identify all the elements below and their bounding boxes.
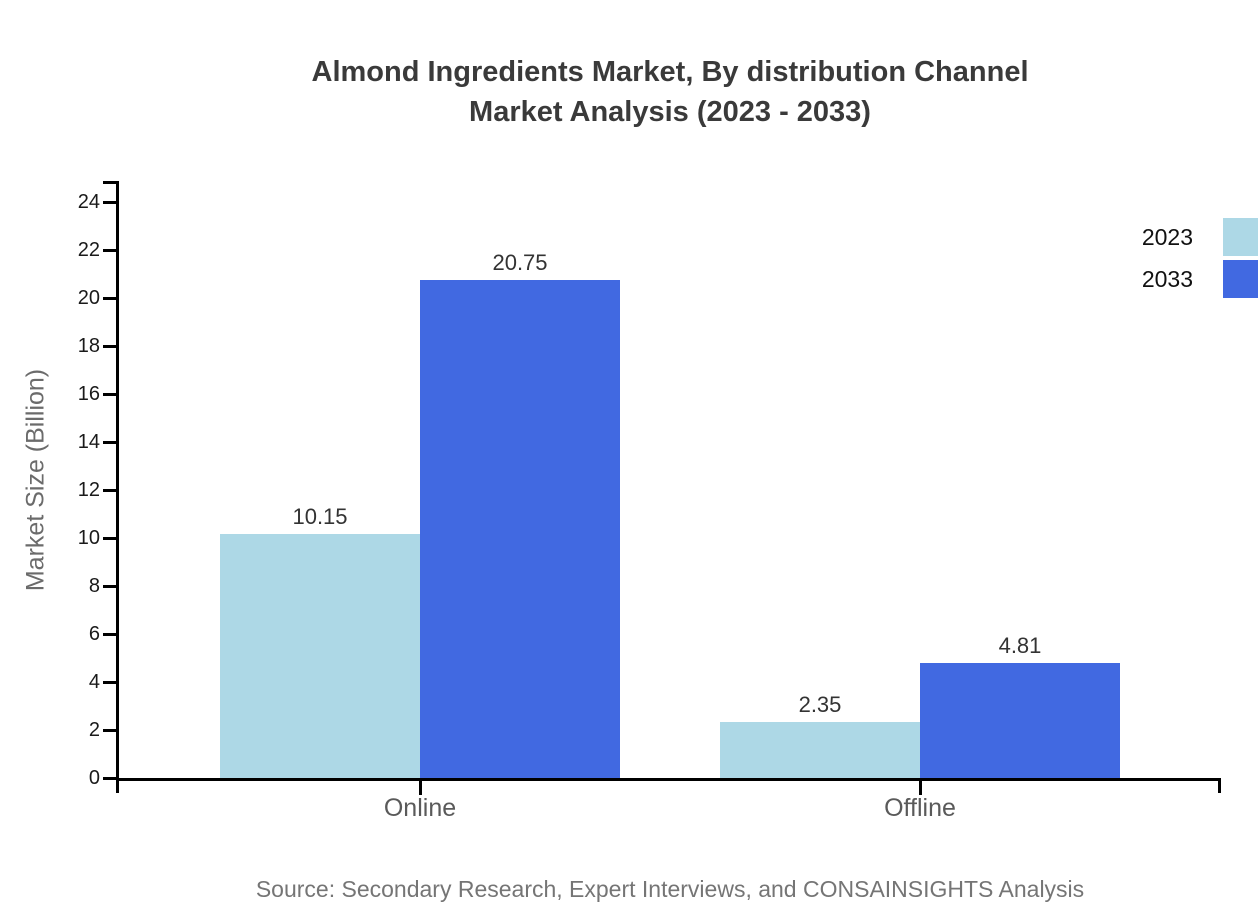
y-tick-label: 2 <box>88 719 100 741</box>
bar-value-label-online-2023: 10.15 <box>292 504 348 530</box>
y-tick <box>103 680 116 684</box>
y-tick <box>103 632 116 636</box>
legend-item-2023: 2023 <box>1138 218 1258 256</box>
legend-item-2033: 2033 <box>1138 260 1258 298</box>
x-axis-end-cap <box>1218 778 1221 793</box>
bar-offline-2033 <box>920 662 1120 778</box>
y-tick-label: 10 <box>77 527 100 549</box>
x-category-label-offline: Offline <box>884 794 956 822</box>
y-tick-label: 12 <box>77 479 100 501</box>
bar-offline-2023 <box>720 721 920 778</box>
x-tick-offline <box>918 781 922 795</box>
source-note: Source: Secondary Research, Expert Inter… <box>255 876 1085 902</box>
y-tick <box>103 248 116 252</box>
y-tick <box>103 344 116 348</box>
y-tick <box>103 728 116 732</box>
y-tick <box>103 200 116 204</box>
y-tick-label: 18 <box>77 335 100 357</box>
legend-label-2033: 2033 <box>1141 265 1193 292</box>
y-tick <box>103 488 116 492</box>
y-tick-label: 22 <box>77 239 100 261</box>
y-tick-label: 6 <box>88 623 100 645</box>
y-tick <box>103 536 116 540</box>
x-tick-online <box>418 781 422 795</box>
x-axis-line <box>116 778 1221 781</box>
y-tick-label: 20 <box>77 287 100 309</box>
y-tick-label: 14 <box>77 431 100 453</box>
y-tick-label: 16 <box>77 383 100 405</box>
y-tick <box>103 392 116 396</box>
legend-swatch-2023 <box>1223 218 1258 256</box>
y-tick <box>103 584 116 588</box>
y-axis-line <box>116 181 119 793</box>
legend: 2023 2033 <box>1138 218 1258 302</box>
x-category-label-online: Online <box>383 794 457 822</box>
chart-title-line1: Almond Ingredients Market, By distributi… <box>311 56 1029 88</box>
bar-value-label-offline-2023: 2.35 <box>798 691 842 717</box>
y-tick-label: 8 <box>88 575 100 597</box>
chart-title-line2: Market Analysis (2023 - 2033) <box>469 96 871 128</box>
chart-title: Almond Ingredients Market, By distributi… <box>80 52 1260 132</box>
bar-value-label-online-2033: 20.75 <box>492 250 548 275</box>
bar-online-2023 <box>220 534 420 778</box>
y-tick <box>103 296 116 300</box>
y-tick <box>103 440 116 444</box>
y-axis-end-cap <box>103 181 119 184</box>
bar-value-label-offline-2033: 4.81 <box>998 632 1042 658</box>
y-tick-label: 24 <box>77 191 100 213</box>
y-tick-label: 0 <box>88 767 100 789</box>
y-tick <box>103 776 116 780</box>
bar-online-2033 <box>420 280 620 778</box>
y-tick-label: 4 <box>88 671 100 693</box>
legend-label-2023: 2023 <box>1141 223 1193 250</box>
legend-swatch-2033 <box>1223 260 1258 298</box>
